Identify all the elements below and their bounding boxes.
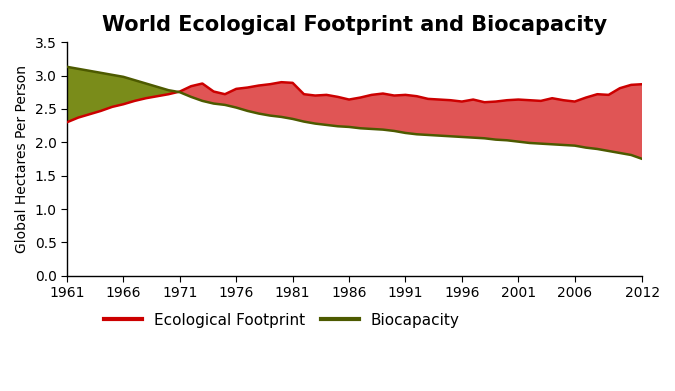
Title: World Ecological Footprint and Biocapacity: World Ecological Footprint and Biocapaci…: [102, 15, 608, 35]
Legend: Ecological Footprint, Biocapacity: Ecological Footprint, Biocapacity: [98, 307, 466, 334]
Y-axis label: Global Hectares Per Person: Global Hectares Per Person: [15, 65, 29, 253]
